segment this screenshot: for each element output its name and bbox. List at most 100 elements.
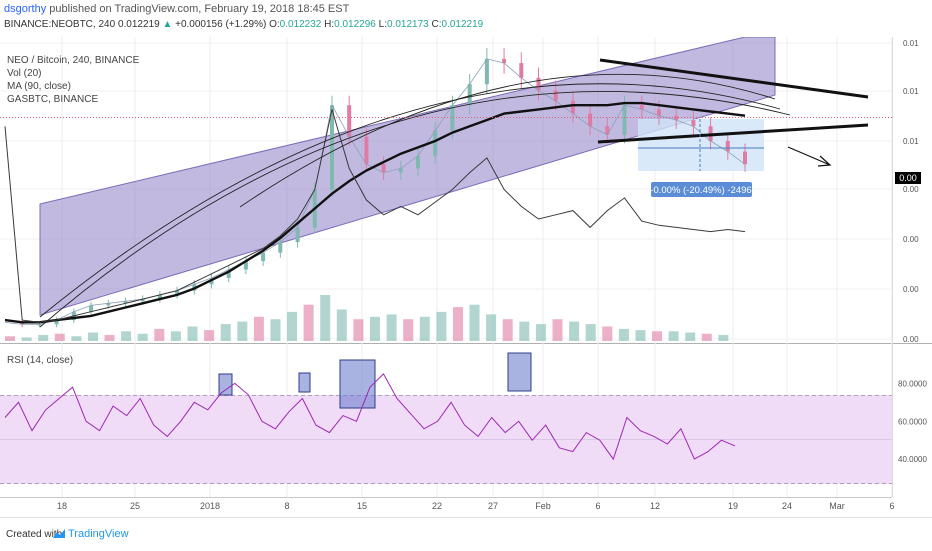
- volume-bar: [137, 333, 148, 341]
- candle-body: [433, 130, 438, 156]
- author-link[interactable]: dsgorthy: [4, 3, 47, 15]
- time-tick-label: Mar: [829, 501, 845, 511]
- high-label: H:: [324, 19, 335, 30]
- volume-bar: [502, 319, 513, 341]
- price-lines: [4, 58, 746, 325]
- tradingview-logo-icon: [53, 529, 65, 538]
- volume-bar: [21, 337, 32, 341]
- volume-bar: [469, 304, 480, 341]
- compare-legend[interactable]: GASBTC, BINANCE: [7, 94, 98, 105]
- candle-body: [725, 141, 730, 152]
- tradingview-link[interactable]: TradingView: [68, 528, 129, 540]
- up-arrow-icon: ▲: [162, 19, 173, 30]
- candle-body: [502, 58, 507, 64]
- time-tick-label: 24: [782, 501, 792, 511]
- volume-bar: [104, 334, 115, 341]
- candle-body: [140, 299, 145, 302]
- volume-bar: [453, 307, 463, 341]
- candle-body: [295, 227, 300, 243]
- chart-labels: NEO / Bitcoin, 240, BINANCE Vol (20) MA …: [7, 55, 921, 366]
- chart-canvas[interactable]: 18 25 2018 8 15 22 27 Feb 6 12 19 24 Mar 6 0.01 0.01 0.0…: [0, 37, 932, 517]
- support-trendline[interactable]: [597, 123, 869, 144]
- price-tick-label: 0.00: [903, 285, 919, 294]
- arc-1[interactable]: [39, 83, 781, 318]
- created-with-text: Created with: [6, 529, 63, 540]
- candle-body: [484, 58, 489, 85]
- candle-body: [37, 324, 42, 326]
- candle-body: [605, 126, 610, 135]
- rsi-indicator: [0, 395, 892, 484]
- volume-bar: [187, 326, 198, 341]
- time-tick-label: 25: [130, 501, 140, 511]
- arc-2[interactable]: [39, 91, 791, 328]
- close-value: 0.012219: [441, 19, 484, 30]
- main-series-legend[interactable]: NEO / Bitcoin, 240, BINANCE: [7, 55, 140, 66]
- candle-body: [106, 303, 111, 306]
- measure-label-bg: [651, 182, 752, 197]
- rsi-highlight-boxes: [218, 352, 532, 409]
- volume-legend[interactable]: Vol (20): [7, 68, 41, 79]
- volume-bar: [403, 319, 414, 341]
- candle-body: [450, 105, 455, 131]
- time-tick-label: 27: [488, 501, 498, 511]
- candle-body: [743, 151, 747, 165]
- price-line[interactable]: [4, 58, 746, 325]
- candle-body: [553, 90, 558, 101]
- volume-bar: [668, 331, 679, 341]
- arc-3[interactable]: [239, 73, 776, 208]
- rsi-box-2[interactable]: [298, 372, 311, 393]
- rsi-legend[interactable]: RSI (14, close): [7, 355, 73, 366]
- low-value: 0.012173: [387, 19, 429, 30]
- candle-body: [330, 105, 334, 190]
- candle-body: [639, 105, 644, 110]
- candle-body: [674, 115, 679, 120]
- rsi-line[interactable]: [4, 373, 736, 461]
- drawings-over: [0, 58, 892, 328]
- rsi-box-1[interactable]: [218, 373, 233, 396]
- compare-line[interactable]: [4, 109, 746, 323]
- candle-body: [243, 261, 248, 270]
- volume-bar: [71, 336, 82, 341]
- volume-bar: [701, 333, 712, 341]
- open-value: 0.012232: [279, 19, 322, 30]
- candle-body: [467, 84, 472, 106]
- volume-bar: [54, 333, 65, 341]
- volume-bar: [618, 328, 629, 341]
- volume-bar: [303, 304, 314, 341]
- candle-body: [364, 136, 369, 165]
- volume-bar: [535, 324, 546, 341]
- arrow-head-icon: [817, 155, 832, 167]
- ma-legend[interactable]: MA (90, close): [7, 81, 71, 92]
- time-tick-label: 19: [728, 501, 738, 511]
- candle-body: [536, 77, 541, 91]
- time-tick-label: 6: [889, 501, 894, 511]
- volume-bar: [386, 314, 397, 341]
- volume-bars: [5, 295, 729, 341]
- candle-body: [226, 269, 231, 278]
- candle-body: [588, 113, 593, 127]
- rsi-tick-label: 80.0000: [898, 379, 927, 388]
- open-label: O:: [269, 19, 280, 30]
- price-tick-label: 0.00: [903, 335, 919, 344]
- volume-bar: [170, 331, 181, 341]
- rsi-box-3[interactable]: [339, 359, 376, 409]
- volume-bar: [121, 331, 132, 341]
- volume-bar: [486, 314, 497, 341]
- time-tick-label: Feb: [535, 501, 551, 511]
- rsi-box-4[interactable]: [507, 352, 532, 392]
- rsi-tick-label: 60.0000: [898, 417, 927, 426]
- resistance-trendline[interactable]: [599, 58, 869, 99]
- candle-body: [416, 155, 420, 169]
- candle-body: [657, 109, 661, 116]
- candle-body: [398, 168, 403, 173]
- candle-body: [157, 294, 162, 300]
- volume-bar: [320, 295, 331, 341]
- price-tick-label: 0.00: [903, 185, 919, 194]
- volume-bar: [38, 334, 49, 341]
- ma-line[interactable]: [4, 101, 746, 324]
- symbol-name: BINANCE:NEOBTC, 240: [4, 19, 116, 30]
- volume-bar: [287, 311, 297, 341]
- projection-arrow[interactable]: [787, 146, 831, 166]
- time-tick-label: 2018: [200, 501, 220, 511]
- price-tick-label: 0.01: [903, 137, 919, 146]
